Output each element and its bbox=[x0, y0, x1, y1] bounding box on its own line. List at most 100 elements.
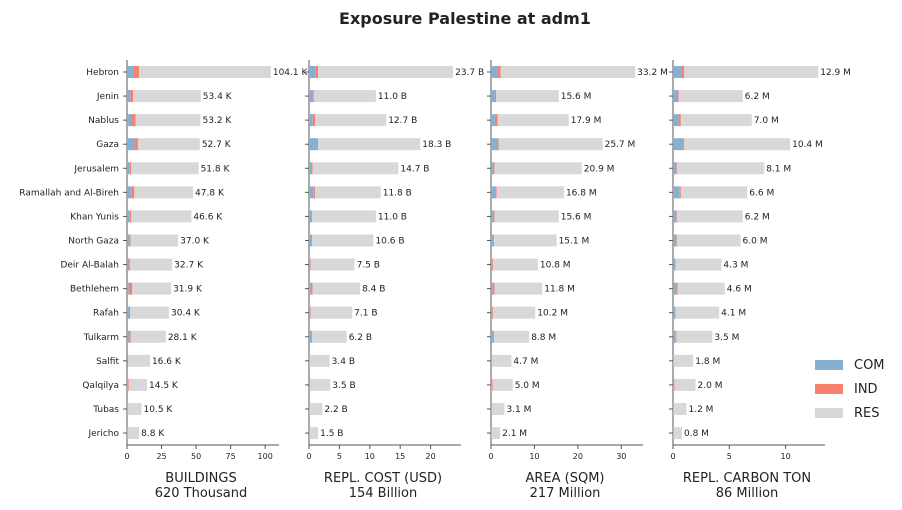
x-axis-label: REPL. COST (USD) bbox=[324, 471, 442, 486]
x-tick-label: 30 bbox=[616, 452, 626, 461]
bar-value-label: 6.2 M bbox=[745, 92, 770, 102]
bar-ind bbox=[677, 90, 679, 103]
bar-value-label: 10.5 K bbox=[144, 405, 174, 415]
bar-res bbox=[310, 306, 353, 319]
bar-com bbox=[127, 282, 129, 295]
bar-res bbox=[130, 330, 166, 343]
bar-com bbox=[309, 258, 311, 271]
category-label: Ramallah and Al-Bireh bbox=[19, 188, 119, 198]
bar-ind bbox=[128, 258, 130, 271]
bar-res bbox=[312, 330, 347, 343]
bar-value-label: 51.8 K bbox=[201, 164, 231, 174]
bar-ind bbox=[312, 114, 316, 127]
bar-com bbox=[309, 402, 310, 415]
bar-res bbox=[133, 90, 201, 103]
bar-ind bbox=[311, 234, 313, 247]
bar-value-label: 15.1 M bbox=[559, 236, 590, 246]
bar-res bbox=[139, 66, 271, 78]
bar-value-label: 28.1 K bbox=[168, 333, 198, 343]
bar-ind bbox=[131, 114, 136, 127]
bar-res bbox=[318, 66, 454, 78]
bar-res bbox=[497, 114, 569, 127]
bar-value-label: 53.2 K bbox=[203, 116, 233, 126]
bar-res bbox=[128, 354, 150, 367]
category-label: Deir Al-Balah bbox=[60, 261, 119, 271]
bar-res bbox=[500, 66, 636, 78]
bar-value-label: 11.0 B bbox=[378, 92, 407, 102]
bar-res bbox=[676, 234, 741, 247]
bar-value-label: 12.7 B bbox=[388, 116, 417, 126]
bar-res bbox=[493, 306, 536, 319]
bar-com bbox=[309, 378, 310, 391]
bar-value-label: 3.5 B bbox=[332, 381, 355, 391]
bar-res bbox=[684, 66, 819, 78]
bar-ind bbox=[676, 234, 677, 247]
bar-com bbox=[491, 234, 494, 247]
bar-res bbox=[493, 258, 538, 271]
x-axis-label: AREA (SQM) bbox=[525, 471, 604, 486]
category-label: Salfit bbox=[96, 357, 119, 367]
bar-value-label: 8.4 B bbox=[362, 285, 385, 295]
bar-com bbox=[309, 330, 312, 343]
bar-value-label: 20.9 M bbox=[584, 164, 615, 174]
bar-com bbox=[309, 306, 311, 319]
bar-res bbox=[127, 402, 142, 415]
bar-res bbox=[318, 138, 421, 151]
bar-com bbox=[673, 138, 684, 151]
bar-res bbox=[132, 282, 172, 295]
bar-res bbox=[676, 210, 743, 223]
legend-swatch-res bbox=[815, 408, 843, 418]
bar-com bbox=[491, 66, 498, 78]
bar-com bbox=[673, 66, 683, 78]
category-label: Gaza bbox=[96, 140, 119, 150]
bar-value-label: 37.0 K bbox=[180, 236, 210, 246]
x-axis-subtitle: 217 Million bbox=[530, 486, 601, 501]
bar-res bbox=[676, 330, 713, 343]
bar-ind bbox=[311, 210, 313, 223]
bar-value-label: 8.1 M bbox=[766, 164, 791, 174]
bar-value-label: 11.0 B bbox=[378, 212, 407, 222]
bar-com bbox=[127, 330, 130, 343]
bar-com bbox=[491, 282, 493, 295]
bar-ind bbox=[312, 90, 314, 103]
bar-com bbox=[491, 378, 492, 391]
bar-res bbox=[496, 90, 559, 103]
bar-com bbox=[309, 138, 317, 151]
category-label: Jerusalem bbox=[73, 164, 119, 174]
bar-value-label: 1.2 M bbox=[689, 405, 714, 415]
bar-ind bbox=[310, 282, 313, 295]
bar-value-label: 10.4 M bbox=[792, 140, 823, 150]
bar-ind bbox=[128, 306, 131, 319]
bar-ind bbox=[131, 186, 135, 199]
bar-ind bbox=[127, 378, 129, 391]
bar-com bbox=[127, 186, 132, 199]
bar-res bbox=[310, 258, 355, 271]
bar-com bbox=[673, 402, 674, 415]
x-tick-label: 75 bbox=[226, 452, 236, 461]
bar-res bbox=[494, 330, 530, 343]
bar-com bbox=[127, 114, 132, 127]
bar-ind bbox=[494, 114, 498, 127]
bar-ind bbox=[130, 90, 134, 103]
category-label: Khan Yunis bbox=[70, 212, 119, 222]
bar-res bbox=[135, 114, 201, 127]
bar-ind bbox=[134, 138, 138, 151]
bar-res bbox=[491, 427, 501, 440]
bar-ind bbox=[491, 378, 493, 391]
bar-com bbox=[673, 354, 674, 367]
bar-com bbox=[127, 90, 131, 103]
legend-label-com: COM bbox=[854, 358, 885, 373]
bar-res bbox=[684, 138, 791, 151]
bar-com bbox=[309, 427, 310, 440]
category-label: Rafah bbox=[93, 309, 119, 319]
bar-ind bbox=[316, 138, 319, 151]
bar-res bbox=[491, 402, 505, 415]
x-tick-label: 25 bbox=[156, 452, 166, 461]
bar-com bbox=[309, 90, 313, 103]
bar-ind bbox=[495, 186, 497, 199]
category-label: Hebron bbox=[86, 68, 119, 78]
bar-ind bbox=[679, 186, 681, 199]
legend: COM IND RES bbox=[815, 358, 885, 421]
bar-value-label: 12.9 M bbox=[820, 68, 851, 78]
